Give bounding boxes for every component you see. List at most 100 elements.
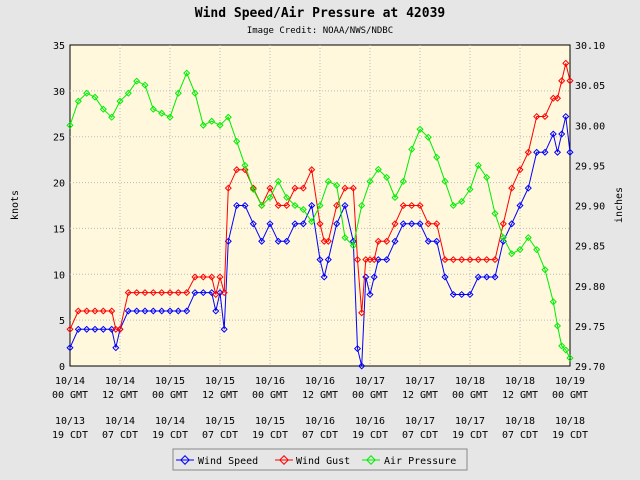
data-point-wind-speed xyxy=(333,220,341,228)
data-point-wind-gust xyxy=(116,325,124,333)
data-point-wind-speed xyxy=(408,220,416,228)
data-point-wind-speed xyxy=(308,201,316,210)
data-point-air-pressure xyxy=(91,93,99,101)
data-point-wind-speed xyxy=(108,325,116,333)
data-point-wind-gust xyxy=(233,166,241,174)
data-point-wind-gust xyxy=(491,256,499,264)
data-point-wind-gust xyxy=(133,289,141,297)
series-layer xyxy=(66,59,574,370)
data-point-air-pressure xyxy=(458,197,466,206)
data-point-air-pressure xyxy=(283,193,291,202)
data-point-air-pressure xyxy=(558,342,566,350)
data-point-air-pressure xyxy=(174,89,182,97)
data-point-wind-speed xyxy=(241,201,249,210)
data-point-wind-gust xyxy=(516,166,524,174)
data-point-wind-speed xyxy=(316,256,324,264)
data-point-wind-speed xyxy=(441,273,449,281)
data-point-wind-speed xyxy=(353,345,362,353)
data-point-wind-gust xyxy=(566,77,574,85)
data-point-wind-speed xyxy=(74,325,82,333)
data-point-air-pressure xyxy=(133,77,141,85)
data-point-air-pressure xyxy=(333,181,341,189)
data-point-wind-speed xyxy=(112,344,120,352)
data-point-wind-gust xyxy=(91,307,99,315)
data-point-wind-speed xyxy=(549,130,557,138)
data-point-wind-gust xyxy=(274,201,282,210)
data-point-wind-speed xyxy=(366,290,374,299)
data-point-air-pressure xyxy=(66,121,74,129)
data-point-wind-gust xyxy=(333,201,341,210)
data-point-wind-speed xyxy=(174,307,182,315)
data-point-air-pressure xyxy=(562,346,570,354)
y-tick-label-right: 29.90 xyxy=(575,202,605,213)
legend-label-air-pressure: Air Pressure xyxy=(384,456,456,467)
data-point-wind-speed xyxy=(124,307,132,315)
x-tick-label: 10/15 xyxy=(155,376,185,387)
chart-subtitle: Image Credit: NOAA/NWS/NDBC xyxy=(247,26,393,36)
data-point-wind-speed xyxy=(149,307,157,315)
x-tick-label: 19 CDT xyxy=(252,430,288,441)
data-point-wind-speed xyxy=(212,307,220,315)
data-point-wind-gust xyxy=(191,273,199,281)
data-point-wind-speed xyxy=(416,220,424,228)
x-tick-label: 19 CDT xyxy=(152,430,188,441)
data-point-wind-gust xyxy=(224,184,232,192)
data-point-air-pressure xyxy=(191,89,199,97)
data-point-wind-gust xyxy=(316,220,324,228)
data-point-wind-speed xyxy=(424,237,432,245)
data-point-air-pressure xyxy=(74,97,82,105)
data-point-air-pressure xyxy=(374,165,382,173)
x-tick-label: 07 CDT xyxy=(102,430,138,441)
x-tick-label: 19 CDT xyxy=(452,430,488,441)
data-point-wind-gust xyxy=(391,220,399,228)
data-point-wind-gust xyxy=(208,273,216,281)
data-point-wind-gust xyxy=(220,289,228,297)
data-point-wind-speed xyxy=(358,362,366,370)
data-point-wind-speed xyxy=(458,290,466,299)
data-point-air-pressure xyxy=(108,113,116,121)
data-point-wind-gust xyxy=(174,289,182,297)
y-tick-label-left: 5 xyxy=(59,316,65,327)
data-point-wind-gust xyxy=(433,220,441,228)
y-tick-label-left: 25 xyxy=(53,133,65,144)
data-point-wind-gust xyxy=(149,289,157,297)
x-tick-label: 10/17 xyxy=(405,376,435,387)
data-point-wind-speed xyxy=(99,325,107,333)
data-point-wind-gust xyxy=(83,307,91,315)
data-point-wind-speed xyxy=(370,273,378,281)
data-point-wind-gust xyxy=(362,256,370,264)
data-point-wind-gust xyxy=(466,256,474,264)
data-point-air-pressure xyxy=(549,298,557,306)
x-tick-label: 10/13 xyxy=(55,416,85,427)
data-point-wind-speed xyxy=(524,184,532,192)
data-point-air-pressure xyxy=(424,133,432,141)
grid xyxy=(70,45,570,366)
x-tick-label: 10/17 xyxy=(455,416,485,427)
data-point-wind-speed xyxy=(516,201,524,210)
x-tick-label: 07 CDT xyxy=(402,430,438,441)
y-tick-label-right: 29.80 xyxy=(575,282,605,293)
legend-item-air-pressure: Air Pressure xyxy=(362,455,456,467)
data-point-air-pressure xyxy=(466,185,474,193)
data-point-wind-speed xyxy=(320,273,328,281)
x-tick-label: 10/18 xyxy=(505,416,535,427)
data-point-wind-speed xyxy=(324,256,332,264)
data-point-wind-speed xyxy=(466,290,474,299)
x-tick-label: 12 GMT xyxy=(302,390,338,401)
data-point-air-pressure xyxy=(499,234,507,242)
x-tick-label: 10/17 xyxy=(355,376,385,387)
data-point-air-pressure xyxy=(358,201,366,210)
data-point-wind-gust xyxy=(474,256,482,264)
x-tick-label: 10/18 xyxy=(455,376,485,387)
data-point-wind-gust xyxy=(216,273,224,281)
x-tick-label: 10/14 xyxy=(155,416,185,427)
data-point-wind-speed xyxy=(183,307,191,315)
x-tick-label: 10/14 xyxy=(105,416,135,427)
data-point-air-pressure xyxy=(508,250,516,258)
data-point-air-pressure xyxy=(416,125,424,133)
data-point-air-pressure xyxy=(474,161,482,169)
data-point-wind-speed xyxy=(341,201,349,210)
x-tick-label: 19 CDT xyxy=(52,430,88,441)
data-point-wind-speed xyxy=(66,344,74,352)
